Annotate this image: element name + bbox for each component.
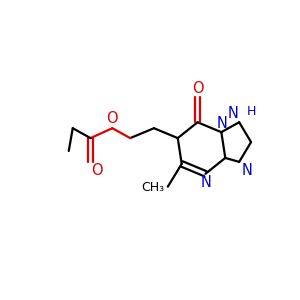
- Text: N: N: [217, 116, 228, 131]
- Text: O: O: [192, 80, 203, 95]
- Text: N: N: [227, 106, 238, 121]
- Text: N: N: [241, 163, 252, 178]
- Text: O: O: [106, 111, 118, 126]
- Text: O: O: [92, 163, 103, 178]
- Text: CH₃: CH₃: [142, 181, 165, 194]
- Text: H: H: [247, 105, 256, 118]
- Text: N: N: [201, 175, 212, 190]
